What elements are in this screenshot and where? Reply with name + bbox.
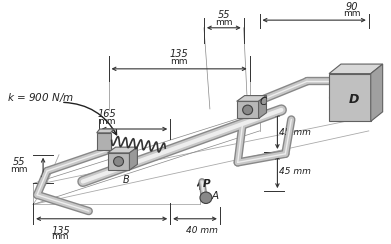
Text: 45 mm: 45 mm — [280, 166, 311, 175]
Text: mm: mm — [215, 18, 233, 27]
Polygon shape — [329, 64, 383, 74]
Polygon shape — [258, 96, 267, 119]
Text: mm: mm — [98, 117, 115, 126]
Polygon shape — [371, 64, 383, 121]
Polygon shape — [237, 101, 258, 119]
Circle shape — [114, 157, 124, 166]
Text: 45 mm: 45 mm — [280, 128, 311, 137]
Text: 135: 135 — [170, 49, 188, 59]
Polygon shape — [237, 96, 267, 101]
Text: P: P — [203, 179, 211, 189]
Polygon shape — [108, 147, 137, 153]
Text: $k$ = 900 N/m: $k$ = 900 N/m — [7, 91, 74, 104]
Circle shape — [200, 192, 212, 203]
Polygon shape — [129, 147, 137, 170]
Text: D: D — [349, 93, 359, 106]
Text: 90: 90 — [346, 2, 358, 12]
Circle shape — [243, 105, 253, 115]
Text: 55: 55 — [13, 157, 25, 167]
Text: mm: mm — [170, 57, 188, 66]
Polygon shape — [108, 153, 129, 170]
Text: B: B — [122, 175, 129, 185]
Text: 135: 135 — [51, 226, 70, 236]
Text: A: A — [212, 191, 219, 201]
Polygon shape — [97, 133, 111, 150]
Text: mm: mm — [51, 232, 68, 241]
Polygon shape — [329, 74, 371, 121]
Text: mm: mm — [11, 165, 28, 174]
Text: mm: mm — [343, 9, 361, 18]
Polygon shape — [97, 129, 114, 133]
Text: 55: 55 — [217, 10, 230, 20]
Text: 165: 165 — [98, 110, 117, 120]
Text: 40 mm: 40 mm — [186, 226, 218, 235]
Text: C: C — [260, 97, 267, 107]
